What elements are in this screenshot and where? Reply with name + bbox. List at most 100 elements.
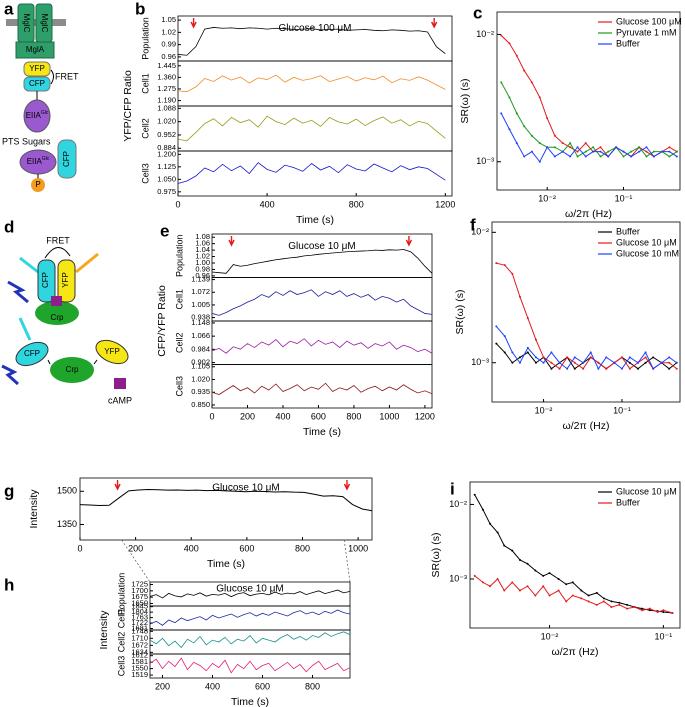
cfp-emission bbox=[18, 317, 32, 341]
point bbox=[595, 603, 598, 606]
trace bbox=[211, 289, 433, 316]
point bbox=[638, 146, 641, 149]
y-tick-label: 1.148 bbox=[191, 318, 210, 327]
y-tick-label: 1.02 bbox=[161, 27, 176, 36]
spectrum bbox=[500, 113, 678, 163]
y-tick-label: 0.96 bbox=[161, 52, 176, 61]
point bbox=[518, 361, 521, 364]
point bbox=[592, 150, 595, 153]
panel-label: i bbox=[450, 479, 455, 498]
point bbox=[508, 128, 511, 131]
point bbox=[553, 155, 556, 158]
point bbox=[561, 142, 564, 145]
excitation bbox=[1, 364, 20, 386]
trace bbox=[149, 631, 351, 649]
cfp-box bbox=[15, 341, 49, 367]
annotation: Glucose 10 μM bbox=[288, 241, 355, 252]
yfp-label: YFP bbox=[61, 272, 70, 288]
x-tick-label: 400 bbox=[184, 543, 199, 553]
y-tick-label: 1634 bbox=[131, 647, 148, 656]
fret-arrow bbox=[44, 247, 71, 259]
point bbox=[589, 351, 592, 354]
y-axis-label: SR(ω) (s) bbox=[430, 533, 442, 578]
legend-label: Buffer bbox=[616, 226, 640, 236]
y-tick-label: 1700 bbox=[131, 586, 148, 595]
point bbox=[656, 611, 659, 614]
panel-label: d bbox=[4, 217, 14, 236]
panel-label: a bbox=[4, 0, 14, 18]
y-tick-label: 1.020 bbox=[157, 117, 176, 126]
legend-label: Glucose 10 μM bbox=[616, 237, 677, 247]
row-frame bbox=[211, 277, 433, 322]
point bbox=[558, 367, 561, 370]
event-arrow bbox=[405, 236, 413, 247]
point bbox=[508, 96, 511, 99]
y-tick-label: 1804 bbox=[131, 607, 148, 616]
point bbox=[569, 155, 572, 158]
yfp-emission bbox=[75, 252, 99, 274]
point bbox=[668, 146, 671, 149]
point bbox=[597, 367, 600, 370]
point bbox=[526, 346, 529, 349]
point bbox=[503, 335, 506, 338]
point bbox=[584, 150, 587, 153]
point bbox=[548, 594, 551, 597]
y-tick-label: 1725 bbox=[131, 580, 148, 589]
y-tick-label: 1845 bbox=[131, 602, 148, 611]
x-tick-label: 10⁻² bbox=[541, 631, 559, 641]
y-tick-label: 1681 bbox=[131, 624, 148, 633]
point bbox=[610, 606, 613, 609]
point bbox=[569, 146, 572, 149]
y-axis-label: Intensity bbox=[28, 489, 40, 529]
point bbox=[668, 356, 671, 359]
row-frame bbox=[149, 653, 351, 679]
point bbox=[648, 607, 651, 610]
point bbox=[644, 356, 647, 359]
diagram-d: FRET Crp CFP YFP Crp CFP YFP cAMP bbox=[1, 235, 132, 405]
point bbox=[500, 81, 503, 84]
trace bbox=[149, 657, 351, 674]
x-tick-label: 10⁻² bbox=[535, 405, 553, 415]
point bbox=[538, 96, 541, 99]
point bbox=[553, 146, 556, 149]
y-tick-label: 1.190 bbox=[157, 96, 176, 105]
y-tick-label: 1672 bbox=[131, 640, 148, 649]
legend-label: Pyruvate 1 mM bbox=[616, 27, 677, 37]
camp bbox=[51, 296, 62, 306]
y-tick-label: 1.066 bbox=[191, 331, 210, 340]
point bbox=[546, 146, 549, 149]
point bbox=[597, 361, 600, 364]
cfp-label: CFP bbox=[29, 79, 45, 88]
x-tick-label: 800 bbox=[295, 543, 310, 553]
yfp-box bbox=[95, 339, 129, 365]
cfp-label: CFP bbox=[62, 151, 71, 167]
point bbox=[641, 607, 644, 610]
y-tick-label: 1722 bbox=[131, 618, 148, 627]
point bbox=[599, 155, 602, 158]
event-arrow bbox=[228, 236, 235, 247]
x-axis-label: Time (s) bbox=[207, 558, 245, 570]
y-tick-label: 1.04 bbox=[195, 245, 210, 254]
point bbox=[607, 150, 610, 153]
y-tick-label: 0.938 bbox=[191, 313, 210, 322]
trace bbox=[149, 589, 351, 599]
y-tick-label: 0.850 bbox=[191, 400, 210, 409]
point bbox=[580, 589, 583, 592]
y-tick-label: 1550 bbox=[131, 664, 148, 673]
point bbox=[569, 142, 572, 145]
eiia-text: EIIA bbox=[26, 111, 42, 120]
x-tick-label: 600 bbox=[239, 543, 254, 553]
trace bbox=[177, 162, 446, 184]
point bbox=[641, 609, 644, 612]
point bbox=[550, 361, 553, 364]
point bbox=[645, 146, 648, 149]
y-tick-label: 1500 bbox=[57, 486, 77, 496]
spectrum bbox=[495, 326, 678, 370]
row-frame bbox=[149, 629, 351, 655]
point bbox=[668, 361, 671, 364]
trace bbox=[177, 115, 446, 142]
point bbox=[644, 361, 647, 364]
point bbox=[526, 562, 529, 565]
row-name: Cell2 bbox=[140, 118, 150, 139]
row-frame bbox=[177, 60, 453, 107]
